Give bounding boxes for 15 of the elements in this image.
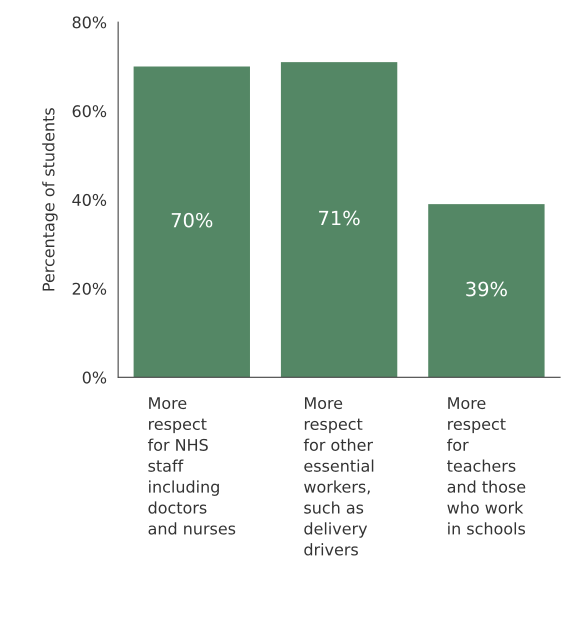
bar (428, 204, 545, 378)
bar (280, 62, 398, 378)
x-tick-label: More respect for other essential workers, such as delivery drivers (304, 397, 374, 556)
y-tick-label: 20% (72, 282, 106, 295)
data-label: 71% (319, 210, 360, 226)
x-tick-label: More respect for teachers and those who work in schools (447, 397, 526, 535)
y-axis-title: Percentage of students (42, 108, 58, 291)
x-tick-label: More respect for NHS staff including doctors and nurses (148, 397, 236, 535)
y-tick-label: 80% (72, 16, 106, 28)
y-tick-label: 60% (72, 105, 106, 118)
data-label: 39% (466, 282, 507, 296)
y-tick-label: 40% (72, 194, 106, 206)
bar (134, 66, 250, 378)
y-tick-label: 0% (82, 372, 106, 384)
data-label: 70% (172, 212, 212, 228)
